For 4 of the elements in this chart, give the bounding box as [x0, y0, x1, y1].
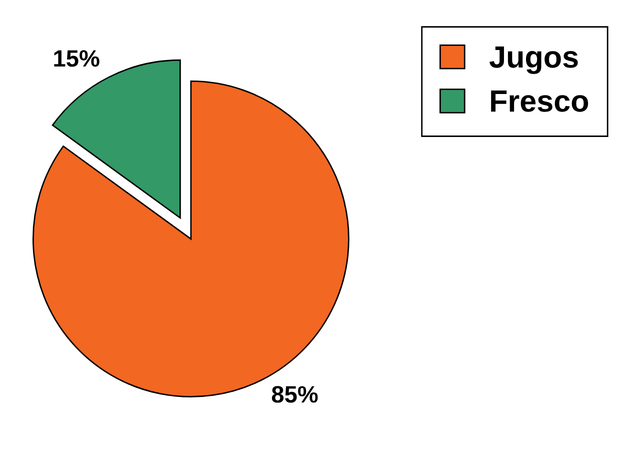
data-label: 85% [272, 386, 318, 403]
data-label: 15% [54, 50, 100, 67]
legend-label: Fresco [491, 90, 588, 112]
legend-label: Jugos [490, 46, 578, 74]
